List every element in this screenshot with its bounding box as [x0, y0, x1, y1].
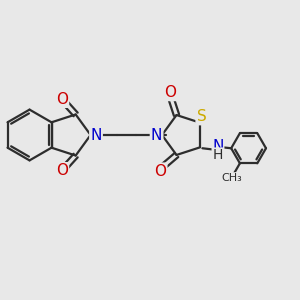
Text: N: N	[151, 128, 162, 142]
Text: CH₃: CH₃	[221, 173, 242, 183]
Text: N: N	[212, 139, 224, 154]
Text: S: S	[196, 109, 206, 124]
Text: O: O	[56, 163, 68, 178]
Text: H: H	[213, 148, 223, 162]
Text: O: O	[154, 164, 166, 179]
Text: O: O	[56, 92, 68, 107]
Text: N: N	[90, 128, 102, 142]
Text: O: O	[164, 85, 176, 100]
